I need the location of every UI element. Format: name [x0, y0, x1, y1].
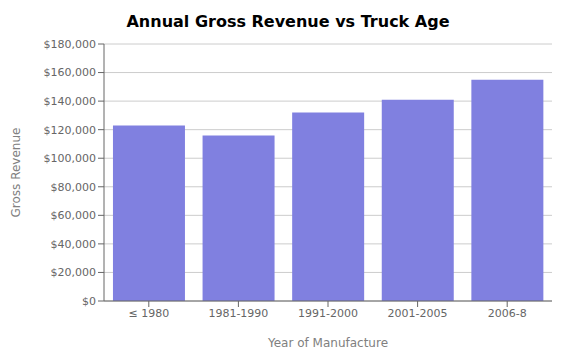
svg-text:1991-2000: 1991-2000 — [298, 307, 358, 320]
svg-text:$0: $0 — [82, 295, 96, 308]
svg-text:$100,000: $100,000 — [44, 152, 97, 165]
svg-text:$160,000: $160,000 — [44, 66, 97, 79]
svg-text:2006-8: 2006-8 — [488, 307, 527, 320]
svg-text:$140,000: $140,000 — [44, 95, 97, 108]
svg-text:$40,000: $40,000 — [51, 238, 97, 251]
svg-text:$60,000: $60,000 — [51, 209, 97, 222]
html-text:Annual Gross Revenue vs Truck: Annual Gross Revenue vs Truck Age — [126, 12, 450, 31]
svg-text:$180,000: $180,000 — [44, 38, 97, 51]
svg-text:1981-1990: 1981-1990 — [208, 307, 268, 320]
svg-text:2001-2005: 2001-2005 — [388, 307, 448, 320]
svg-text:Gross Revenue: Gross Revenue — [9, 128, 23, 218]
svg-text:$80,000: $80,000 — [51, 181, 97, 194]
svg-text:$120,000: $120,000 — [44, 124, 97, 137]
svg-text:$20,000: $20,000 — [51, 266, 97, 279]
svg-text:≤ 1980: ≤ 1980 — [128, 307, 169, 320]
svg-text:Year of Manufacture: Year of Manufacture — [267, 336, 388, 350]
